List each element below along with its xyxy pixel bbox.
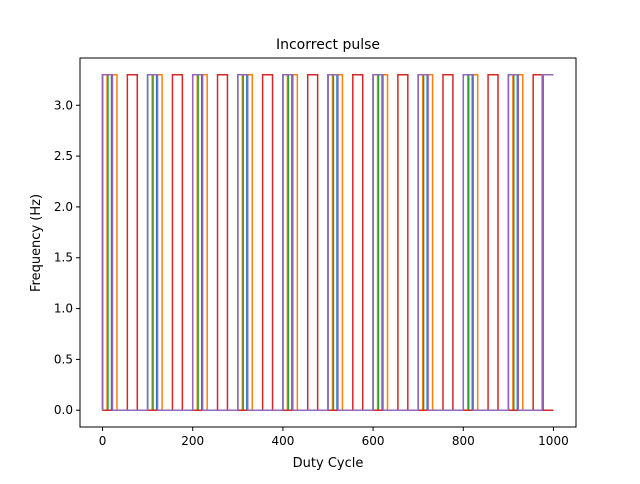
- y-tick-label: 0.5: [54, 352, 73, 366]
- y-tick-label: 2.5: [54, 149, 73, 163]
- x-tick-label: 600: [362, 434, 385, 448]
- plot-frame: [79, 57, 577, 428]
- chart-title: Incorrect pulse: [276, 37, 380, 53]
- x-axis-label: Duty Cycle: [293, 456, 364, 471]
- x-tick-label: 1000: [538, 434, 569, 448]
- y-tick-label: 0.0: [54, 403, 73, 417]
- x-tick-label: 800: [452, 434, 475, 448]
- x-tick-label: 400: [271, 434, 294, 448]
- x-tick-label: 0: [99, 434, 107, 448]
- y-tick-label: 1.0: [54, 302, 73, 316]
- series-line-4: [102, 74, 554, 411]
- x-ticks: 0 200 400 600 800 1000: [99, 427, 569, 448]
- y-ticks: 0.0 0.5 1.0 1.5 2.0 2.5 3.0: [54, 98, 80, 417]
- y-tick-label: 2.0: [54, 200, 73, 214]
- y-axis-label: Frequency (Hz): [29, 194, 44, 292]
- y-tick-label: 3.0: [54, 98, 73, 112]
- series-layer: [101, 74, 554, 411]
- series-line-5: [101, 74, 554, 411]
- y-tick-label: 1.5: [54, 251, 73, 265]
- x-tick-label: 200: [181, 434, 204, 448]
